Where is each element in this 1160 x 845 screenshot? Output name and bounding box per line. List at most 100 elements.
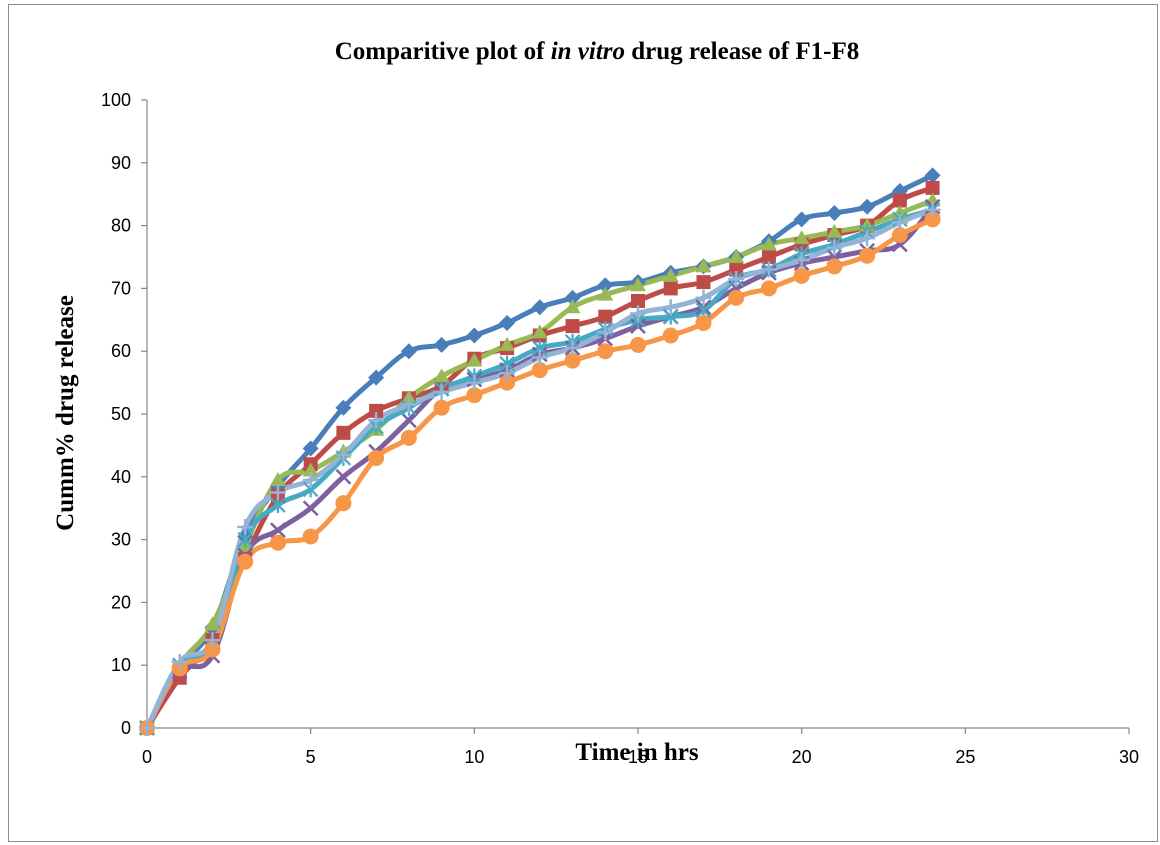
data-point-diamond (400, 343, 417, 360)
data-point-square (631, 293, 645, 308)
data-point-diamond (924, 167, 941, 184)
data-point-diamond (793, 211, 810, 228)
data-point-plus (826, 239, 843, 256)
data-point-square (336, 425, 351, 440)
data-point-circle (335, 495, 352, 512)
y-tick-label: 100 (101, 90, 131, 110)
data-point-triangle (499, 336, 516, 351)
data-point-plus (695, 289, 712, 306)
data-point-triangle (760, 236, 777, 251)
plot-area (139, 167, 941, 736)
series-markers-5 (139, 201, 941, 736)
data-point-diamond (859, 198, 876, 215)
data-point-square (663, 281, 678, 296)
data-point-plus (204, 632, 221, 649)
data-point-circle (891, 227, 908, 244)
data-point-square (696, 275, 711, 290)
y-tick-label: 30 (111, 530, 131, 550)
y-tick-label: 50 (111, 404, 131, 424)
x-tick-label: 10 (464, 747, 484, 767)
data-point-circle (400, 429, 417, 446)
y-axis-title: Cumm% drug release (52, 295, 79, 531)
data-point-square (369, 403, 384, 418)
data-point-square (598, 309, 613, 324)
x-axis-title: Time in hrs (575, 739, 698, 766)
x-tick-label: 0 (142, 747, 152, 767)
data-point-triangle (531, 324, 548, 339)
data-point-plus (630, 305, 646, 322)
data-point-plus (499, 365, 516, 382)
data-point-diamond (335, 399, 352, 416)
series-line-3 (144, 197, 936, 731)
x-tick-label: 20 (792, 747, 812, 767)
data-point-plus (859, 230, 876, 247)
series-markers-7 (139, 201, 941, 736)
series-markers-3 (139, 192, 941, 734)
data-point-triangle (662, 267, 679, 282)
series-line-4 (144, 204, 936, 731)
data-point-x (270, 522, 286, 539)
data-point-plus (891, 214, 908, 231)
data-point-square (761, 250, 776, 264)
y-tick-label: 80 (111, 216, 131, 236)
chart-title-italic: in vitro (551, 38, 625, 65)
x-tick-label: 25 (955, 747, 975, 767)
data-point-plus (302, 471, 319, 488)
data-point-triangle (269, 471, 286, 486)
data-point-triangle (302, 462, 319, 477)
data-point-plus (466, 374, 483, 391)
data-point-circle (793, 267, 810, 284)
data-point-circle (630, 336, 646, 353)
data-point-plus (237, 519, 254, 536)
series-line-6 (144, 216, 936, 731)
series-7 (144, 207, 936, 731)
data-point-diamond (597, 277, 614, 294)
data-point-square (892, 193, 907, 208)
x-tick-label: 15 (628, 747, 648, 767)
data-point-diamond (499, 314, 516, 331)
y-tick-label: 20 (111, 592, 131, 612)
axes: 0 10 20 30 40 50 60 70 80 90 100 0 5 10 15 20 25 30 (101, 90, 1139, 767)
data-point-diamond (302, 440, 319, 457)
series-line-7 (144, 207, 936, 731)
data-point-diamond (826, 205, 843, 222)
data-point-triangle (597, 286, 614, 301)
data-point-diamond (466, 327, 483, 344)
x-tick-label: 30 (1119, 747, 1139, 767)
data-point-circle (531, 362, 548, 379)
data-point-circle (728, 289, 745, 306)
data-point-plus (335, 446, 352, 463)
data-point-square (565, 319, 580, 334)
series-markers-6 (139, 211, 941, 736)
series-4 (144, 204, 936, 731)
data-point-triangle (793, 230, 810, 245)
data-point-circle (204, 641, 221, 658)
data-point-triangle (728, 249, 745, 263)
chart-title: Comparitive plot of in vitro drug releas… (335, 38, 860, 65)
data-point-diamond (564, 289, 581, 306)
y-tick-label: 40 (111, 467, 131, 487)
data-point-triangle (695, 258, 712, 273)
series-3 (144, 197, 936, 731)
data-point-circle (564, 352, 581, 369)
data-point-plus (171, 654, 188, 671)
data-point-plus (531, 349, 548, 366)
data-point-triangle (466, 352, 483, 367)
data-point-x (400, 412, 417, 429)
data-point-circle (662, 327, 679, 344)
data-point-circle (237, 553, 254, 570)
data-point-plus (433, 384, 450, 401)
data-point-plus (924, 201, 941, 218)
data-point-circle (695, 314, 712, 331)
data-point-triangle (433, 368, 450, 383)
x-tick-label: 5 (306, 747, 316, 767)
data-point-plus (793, 252, 810, 269)
data-point-square (729, 262, 744, 277)
data-point-plus (368, 412, 385, 429)
series-2 (144, 185, 936, 731)
data-point-circle (924, 211, 941, 228)
data-point-diamond (368, 369, 385, 386)
data-point-x (335, 468, 352, 485)
data-point-circle (302, 528, 319, 545)
chart-title-part: Comparitive plot of (335, 38, 545, 65)
